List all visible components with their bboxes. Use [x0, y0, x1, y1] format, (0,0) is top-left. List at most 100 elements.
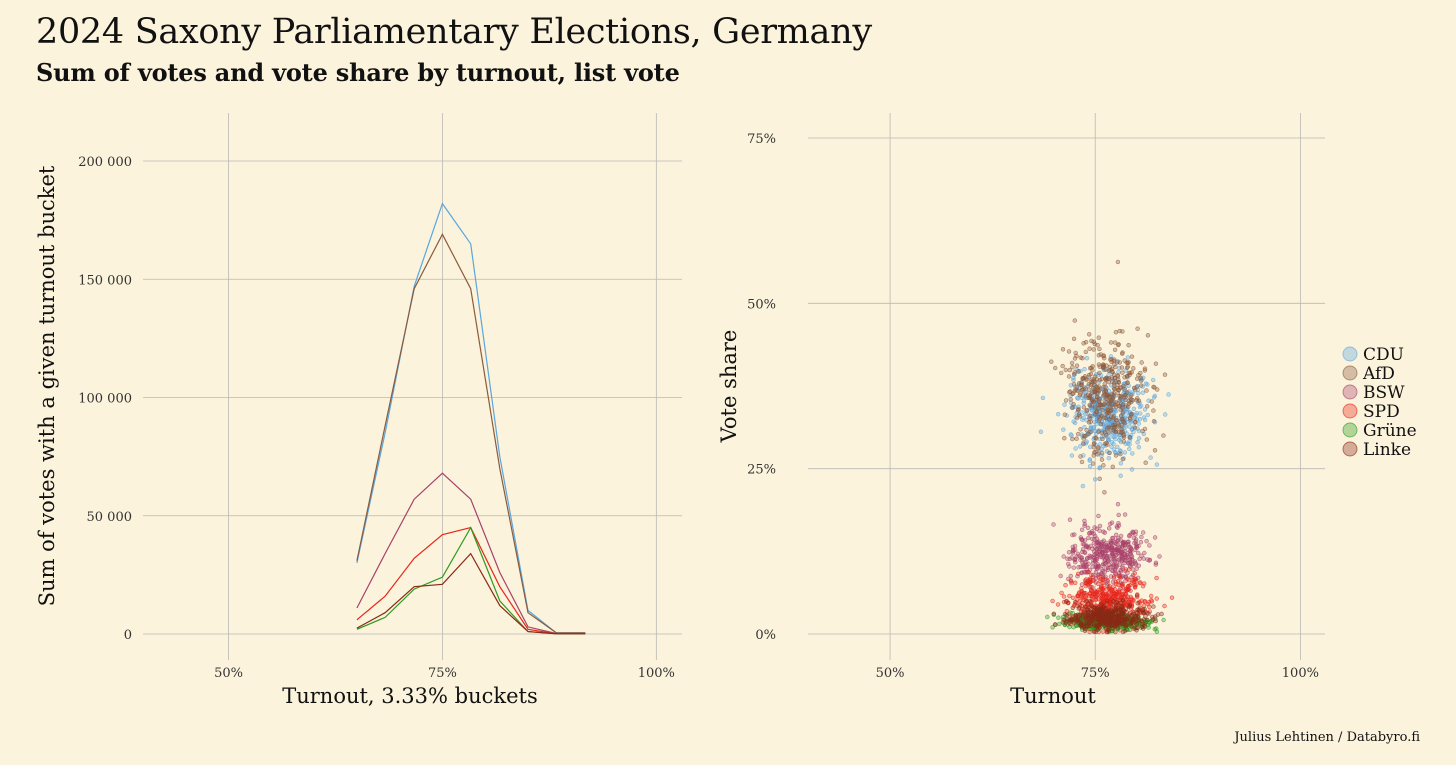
scatter-point: [1115, 578, 1121, 584]
scatter-point: [1113, 428, 1119, 433]
scatter-point: [1119, 583, 1125, 588]
scatter-point: [1108, 407, 1114, 413]
scatter-point: [1091, 621, 1097, 627]
scatter-point: [1120, 456, 1126, 462]
scatter-point: [1091, 445, 1097, 450]
scatter-point: [1087, 403, 1093, 408]
scatter-point: [1091, 339, 1097, 344]
legend-label: BSW: [1363, 383, 1405, 403]
scatter-point: [1135, 601, 1140, 606]
scatter-point: [1110, 464, 1116, 469]
scatter-point: [1131, 366, 1136, 371]
scatter-point: [1151, 419, 1157, 424]
line-x-tick-label: 75%: [428, 666, 457, 681]
scatter-point: [1122, 375, 1127, 380]
scatter-point: [1087, 366, 1093, 371]
scatter-point: [1063, 398, 1069, 403]
scatter-point: [1092, 382, 1097, 387]
scatter-point: [1108, 340, 1114, 345]
scatter-point: [1116, 387, 1121, 393]
scatter-point: [1127, 435, 1133, 440]
scatter-point: [1078, 427, 1083, 432]
scatter-point: [1101, 415, 1107, 420]
scatter-point: [1078, 623, 1084, 628]
scatter-point: [1140, 530, 1146, 535]
scatter-point: [1074, 554, 1079, 559]
scatter-point: [1067, 564, 1072, 569]
scatter-point: [1055, 602, 1061, 607]
scatter-point: [1115, 525, 1120, 530]
scatter-point: [1123, 392, 1128, 398]
scatter-point: [1104, 592, 1109, 597]
scatter-point: [1094, 546, 1100, 552]
scatter-point: [1086, 613, 1091, 618]
scatter-point: [1127, 557, 1132, 563]
line-y-tick-label: 150 000: [78, 273, 132, 288]
scatter-point: [1128, 588, 1133, 593]
scatter-point: [1078, 454, 1083, 459]
scatter-point: [1049, 359, 1054, 364]
scatter-point: [1112, 616, 1118, 621]
scatter-point: [1142, 426, 1148, 432]
scatter-point: [1079, 570, 1085, 575]
scatter-point: [1142, 417, 1148, 423]
scatter-point: [1077, 444, 1083, 449]
scatter-point: [1065, 600, 1071, 606]
scatter-point: [1079, 591, 1085, 597]
scatter-point: [1110, 619, 1115, 624]
scatter-point: [1106, 410, 1112, 416]
scatter-point: [1111, 391, 1117, 396]
scatter-point: [1097, 396, 1102, 402]
scatter-point: [1141, 610, 1146, 616]
scatter-point: [1115, 444, 1120, 450]
scatter-point: [1118, 461, 1124, 466]
scatter-point: [1096, 418, 1102, 423]
scatter-point: [1132, 576, 1137, 581]
scatter-point: [1148, 455, 1153, 460]
line-y-tick-label: 200 000: [78, 155, 132, 170]
scatter-point: [1096, 429, 1101, 434]
scatter-point: [1076, 406, 1081, 412]
scatter-point: [1106, 425, 1111, 430]
scatter-point: [1113, 400, 1119, 405]
scatter-point: [1088, 429, 1093, 435]
scatter-point: [1082, 518, 1087, 523]
scatter-point: [1103, 376, 1108, 382]
scatter-point: [1059, 590, 1064, 596]
scatter-point: [1074, 363, 1080, 368]
scatter-point: [1087, 444, 1093, 450]
scatter-point: [1138, 539, 1144, 545]
scatter-point: [1138, 383, 1144, 388]
scatter-point: [1147, 558, 1152, 563]
scatter-point: [1130, 451, 1135, 456]
scatter-point: [1109, 375, 1115, 380]
scatter-point: [1069, 453, 1075, 458]
scatter-point: [1084, 428, 1089, 433]
scatter-point: [1080, 356, 1085, 361]
scatter-point: [1113, 579, 1119, 585]
scatter-point: [1135, 440, 1140, 445]
scatter-point: [1096, 588, 1101, 593]
chart-caption: Julius Lehtinen / Databyro.fi: [1234, 730, 1420, 745]
scatter-point: [1096, 399, 1102, 404]
scatter-point: [1116, 512, 1121, 518]
scatter-point: [1082, 425, 1087, 430]
scatter-point: [1127, 424, 1132, 429]
scatter-point: [1106, 610, 1112, 616]
scatter-point: [1110, 561, 1115, 567]
scatter-point: [1079, 555, 1085, 560]
scatter-point: [1117, 328, 1122, 334]
scatter-point: [1056, 615, 1061, 620]
line-chart-panel: 0 50 000 100 000 150 000 200 000 50% 75% 100% Tu…: [35, 113, 682, 708]
scatter-point: [1099, 541, 1105, 546]
scatter-point: [1066, 550, 1072, 555]
scatter-point: [1125, 364, 1131, 369]
scatter-point: [1093, 405, 1098, 410]
scatter-point: [1081, 562, 1086, 568]
scatter-point: [1085, 525, 1091, 530]
scatter-point: [1079, 582, 1085, 587]
scatter-point: [1084, 592, 1089, 598]
scatter-point: [1072, 543, 1078, 549]
scatter-series-afd: [1049, 259, 1168, 495]
